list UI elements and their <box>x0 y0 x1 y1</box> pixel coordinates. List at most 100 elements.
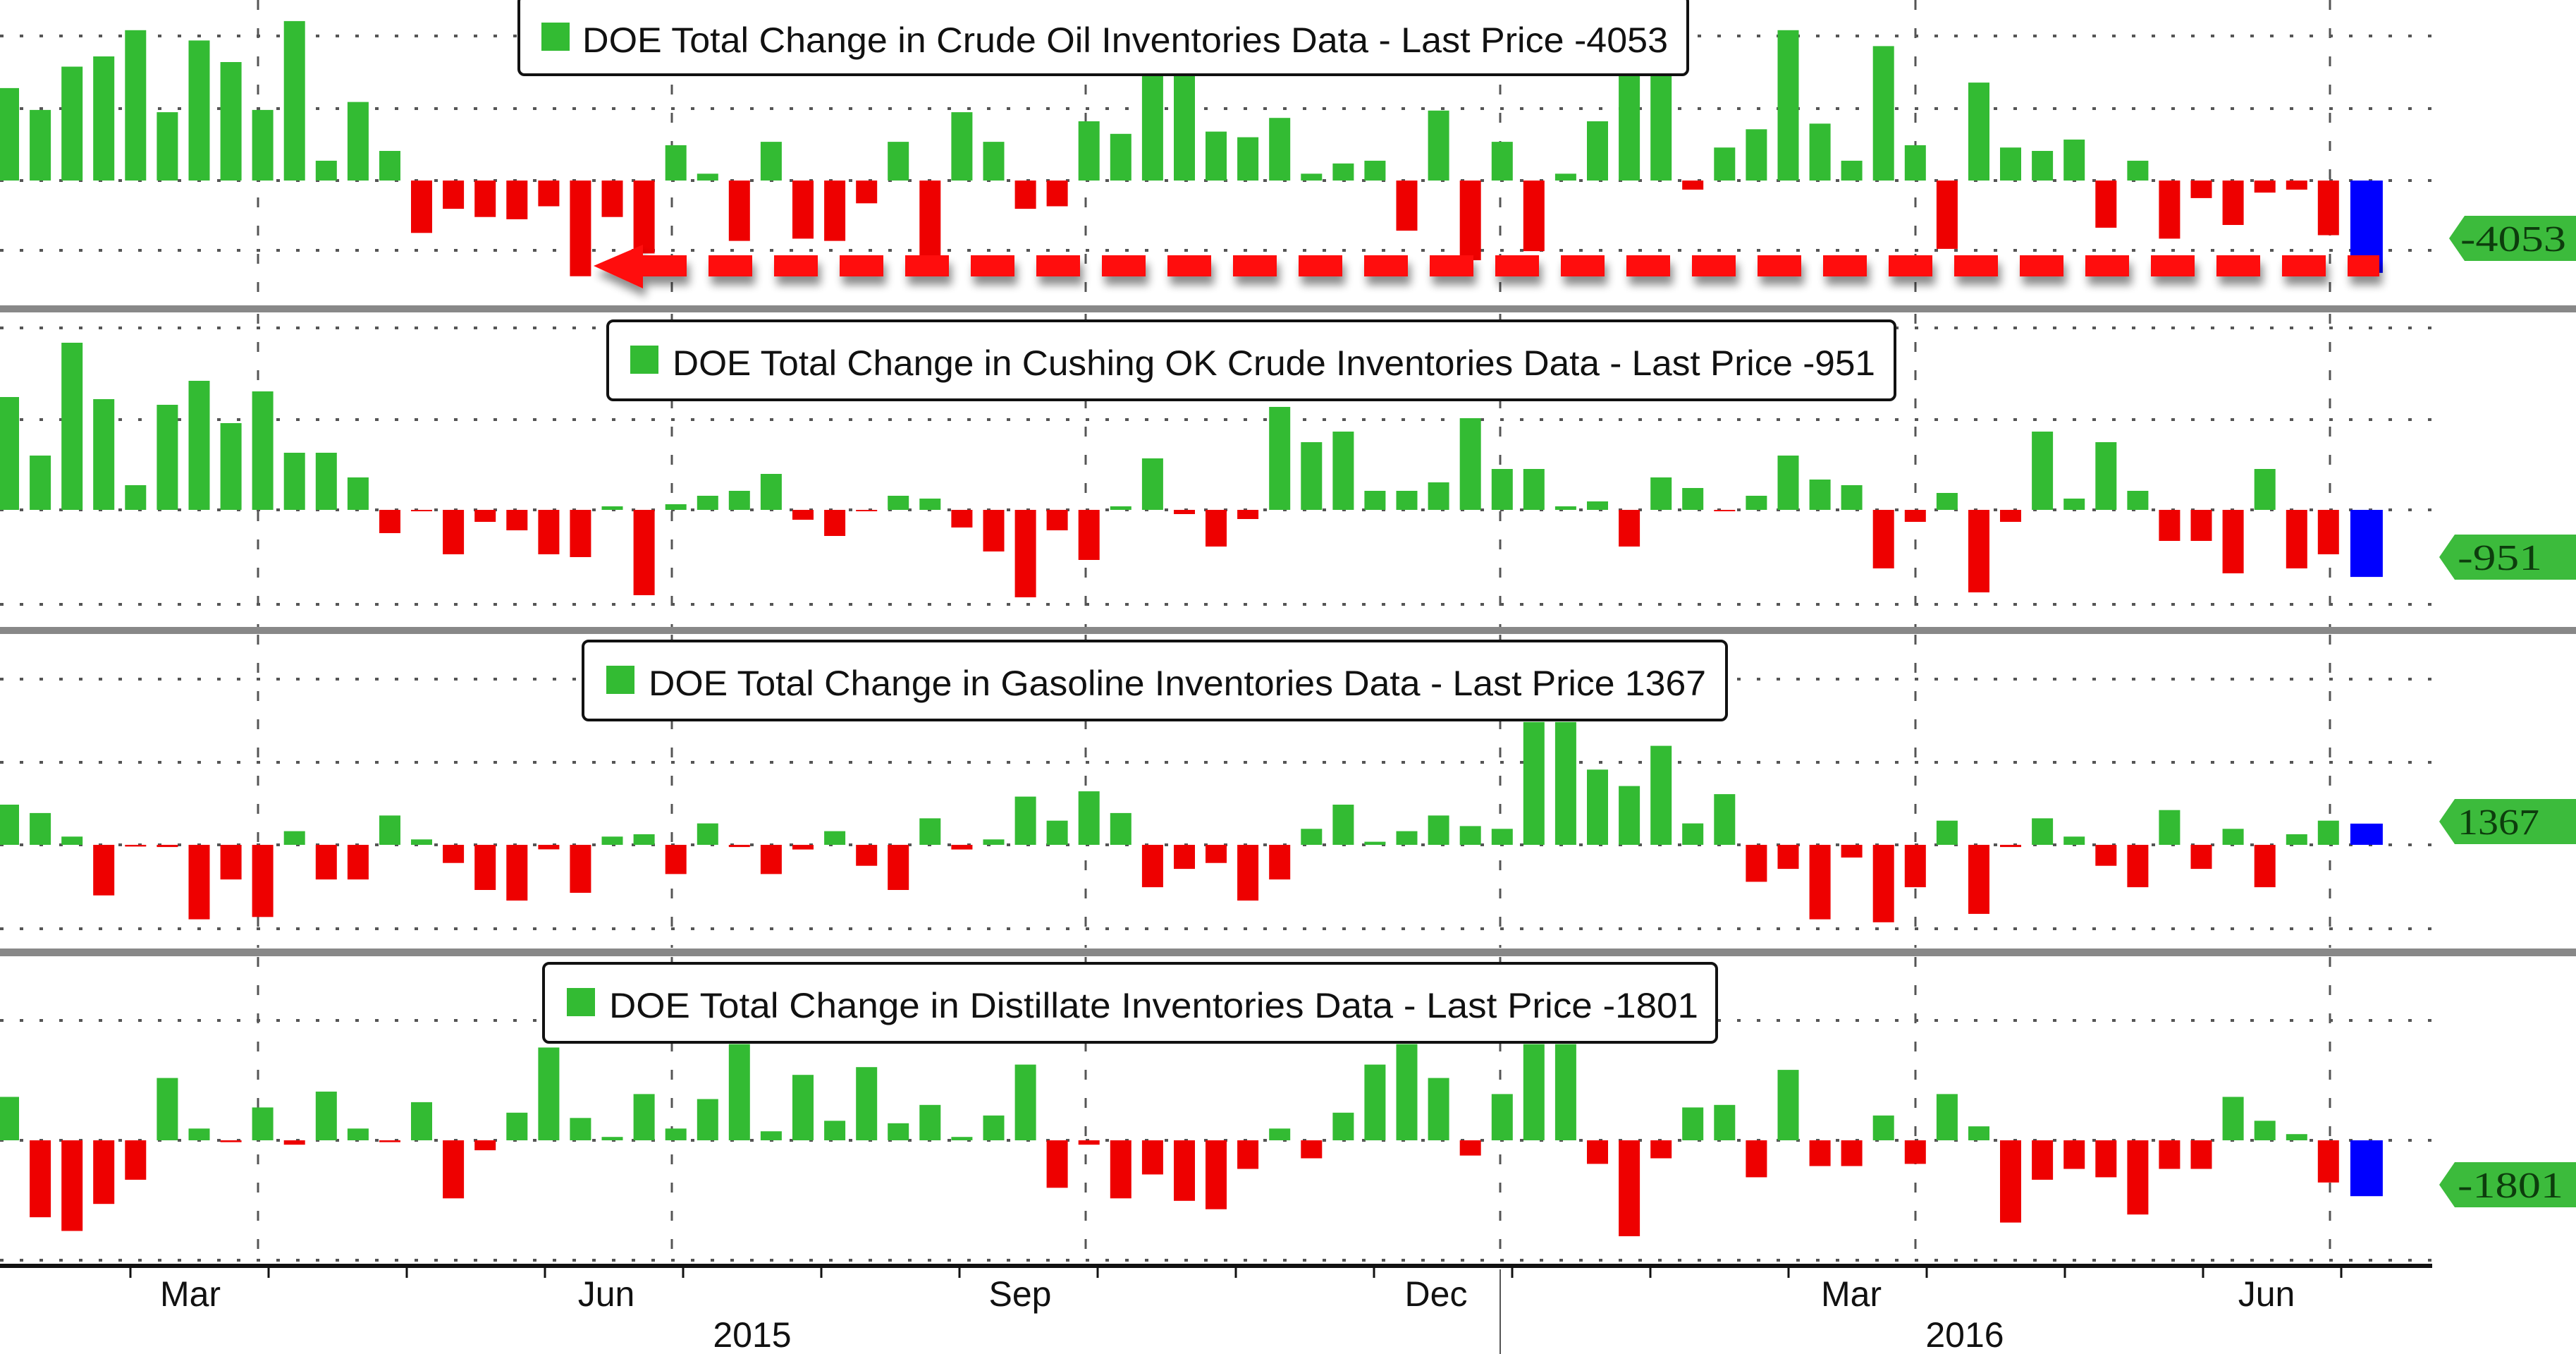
bar <box>220 62 242 181</box>
bar <box>1650 75 1672 181</box>
bar <box>760 845 782 874</box>
bar <box>30 812 51 845</box>
bar <box>824 1121 846 1140</box>
bar <box>379 510 400 533</box>
bar <box>633 510 655 595</box>
bar <box>1459 181 1481 260</box>
bar <box>1428 482 1449 510</box>
bar <box>315 845 337 880</box>
bar <box>2032 818 2054 845</box>
bar <box>888 1123 909 1140</box>
bar <box>538 845 560 850</box>
bar <box>919 1104 941 1140</box>
bar <box>30 109 51 181</box>
bar <box>1301 1140 1323 1159</box>
bar <box>2190 845 2212 870</box>
bar <box>2254 181 2276 193</box>
bar <box>2254 469 2276 510</box>
bar <box>1714 794 1736 845</box>
legend-swatch-gasoline <box>606 666 634 694</box>
bar <box>347 477 369 510</box>
bar <box>1777 30 1799 181</box>
bar <box>1904 845 1926 888</box>
panel-separator <box>0 305 2576 312</box>
bar <box>188 1128 210 1140</box>
bar <box>1110 506 1131 510</box>
bar <box>1523 469 1545 510</box>
bar <box>2190 1140 2212 1169</box>
bar <box>1554 1044 1576 1140</box>
last-price-tag-distillate: -1801 <box>2439 1162 2576 1207</box>
bar <box>1872 845 1894 922</box>
bar <box>1841 485 1863 510</box>
bar <box>1110 133 1131 181</box>
bar <box>1014 1064 1036 1140</box>
x-tick-label: Mar <box>1821 1274 1882 1314</box>
bar <box>188 845 210 920</box>
bar <box>1269 407 1291 510</box>
bar <box>1809 123 1831 181</box>
x-tick-label: Jun <box>578 1274 635 1314</box>
bar <box>538 510 560 554</box>
bar <box>347 1128 369 1140</box>
bar <box>2222 181 2244 225</box>
bar <box>2032 1140 2054 1180</box>
bar <box>1014 181 1036 209</box>
bar <box>1619 1140 1640 1236</box>
bar <box>30 1140 51 1218</box>
bar <box>1269 118 1291 181</box>
bar <box>1174 845 1195 870</box>
price-arrow-annotation <box>594 245 2379 288</box>
bar <box>220 1140 242 1142</box>
bar <box>856 1067 878 1140</box>
bar <box>1587 121 1608 181</box>
bar <box>856 845 878 866</box>
bar <box>2032 151 2054 181</box>
arrow-dash <box>1299 255 1342 276</box>
bar <box>538 1047 560 1140</box>
bar <box>379 1140 400 1142</box>
arrow-dash <box>1167 255 1211 276</box>
arrow-dash <box>1692 255 1736 276</box>
bar <box>474 181 496 217</box>
bar <box>1459 1140 1481 1156</box>
arrow-dash <box>971 255 1014 276</box>
bar <box>2095 181 2117 228</box>
arrow-dash <box>643 255 687 276</box>
bar <box>2222 829 2244 845</box>
bar <box>1714 510 1736 511</box>
bar <box>220 845 242 880</box>
last-price-gasoline: 1367 <box>2458 803 2539 843</box>
arrow-dash <box>1758 255 1801 276</box>
bar <box>1428 110 1449 181</box>
bar <box>792 510 814 520</box>
bar <box>1396 181 1418 231</box>
bar <box>1141 1140 1163 1175</box>
bar <box>1174 1140 1195 1201</box>
bar <box>601 181 623 217</box>
arrow-dash <box>1495 255 1539 276</box>
bar <box>1523 721 1545 845</box>
bar <box>2032 432 2054 510</box>
bar <box>2222 1097 2244 1140</box>
bar <box>1682 181 1704 190</box>
bar <box>697 173 718 181</box>
bar <box>1650 1140 1672 1159</box>
bar <box>1364 841 1386 845</box>
bar <box>1968 1126 1989 1140</box>
bar <box>1809 1140 1831 1166</box>
bar <box>601 506 623 510</box>
bar <box>856 181 878 204</box>
bar <box>824 181 846 241</box>
bar <box>125 845 147 847</box>
bar <box>1078 510 1100 560</box>
bar <box>1364 491 1386 510</box>
bar <box>252 1107 274 1140</box>
bar <box>315 1091 337 1140</box>
bar <box>983 839 1005 845</box>
bar <box>61 343 83 510</box>
panel-separators <box>0 305 2576 956</box>
bar <box>633 181 655 254</box>
arrow-dash <box>2216 255 2260 276</box>
bar <box>2254 845 2276 888</box>
